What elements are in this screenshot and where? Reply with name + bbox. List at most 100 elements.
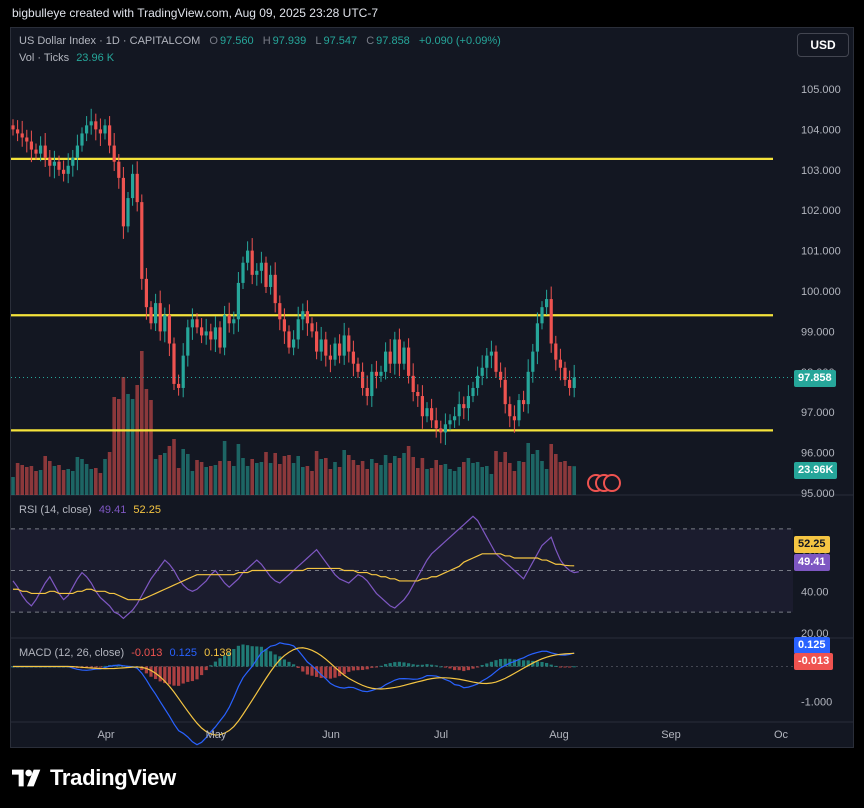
- macd-histogram-bar: [370, 666, 374, 668]
- candle-body: [370, 371, 374, 397]
- volume-bar: [379, 465, 383, 495]
- macd-histogram-bar: [342, 666, 346, 675]
- macd-histogram-bar: [494, 660, 498, 667]
- candle-body: [29, 141, 33, 150]
- symbol-title[interactable]: US Dollar Index · 1D · CAPITALCOM: [19, 35, 201, 47]
- candle-body: [278, 303, 282, 320]
- currency-button[interactable]: USD: [797, 33, 849, 57]
- macd-histogram-bar: [535, 661, 539, 667]
- candle-body: [204, 331, 208, 336]
- candle-body: [466, 396, 470, 409]
- macd-histogram-bar: [466, 666, 470, 671]
- candle-body: [384, 351, 388, 372]
- macd-histogram-bar: [407, 663, 411, 667]
- volume-label[interactable]: Vol · Ticks: [19, 52, 70, 64]
- rsi-line: [12, 515, 579, 620]
- volume-bar: [457, 467, 461, 495]
- candle-body: [503, 379, 507, 405]
- candle-body: [356, 363, 360, 372]
- tradingview-brand[interactable]: TradingView: [12, 765, 176, 791]
- macd-histogram-bar: [301, 666, 305, 672]
- macd-histogram-bar: [568, 666, 572, 668]
- candle-body: [177, 383, 181, 388]
- candle-body: [485, 355, 489, 368]
- chart-frame[interactable]: 105.000 104.000 103.000 102.000 101.000 100.0…: [10, 27, 854, 748]
- volume-bar: [245, 466, 250, 495]
- macd-line: [13, 642, 575, 746]
- candle-body: [98, 129, 102, 134]
- price-axis-tick: 105.000: [801, 84, 841, 96]
- candle-body: [140, 202, 144, 279]
- macd-histogram-bar: [144, 666, 148, 674]
- volume-bar: [402, 453, 406, 495]
- chart-canvas[interactable]: 105.000 104.000 103.000 102.000 101.000 100.0…: [11, 28, 854, 748]
- volume-bar: [494, 451, 498, 495]
- macd-histogram-bar: [554, 665, 558, 667]
- candle-body: [351, 351, 355, 364]
- volume-bar: [52, 466, 57, 495]
- macd-histogram-bar: [273, 654, 277, 667]
- candle-body: [181, 355, 185, 388]
- candle-body: [310, 323, 314, 332]
- candle-body: [462, 404, 466, 409]
- macd-histogram-bar: [158, 666, 162, 682]
- candle-body: [453, 416, 457, 421]
- candle-body: [255, 270, 259, 275]
- macd-hist-tag: -0.013: [794, 653, 834, 670]
- candle-body: [57, 161, 61, 170]
- macd-histogram-bar: [236, 645, 240, 667]
- macd-histogram-bar: [167, 666, 171, 685]
- close-label: C: [366, 35, 375, 47]
- candle-body: [223, 315, 227, 348]
- candle-body: [526, 371, 530, 405]
- macd-histogram-bar: [315, 666, 319, 677]
- volume-bar: [452, 471, 457, 495]
- volume-bar: [282, 456, 287, 495]
- volume-bar: [296, 456, 300, 495]
- x-axis-tick: Apr: [97, 729, 114, 741]
- volume-bar: [273, 453, 277, 495]
- volume-bar: [186, 454, 190, 495]
- volume-bar: [80, 459, 84, 495]
- volume-bar: [498, 462, 503, 495]
- volume-bar: [374, 463, 379, 495]
- macd-histogram-bar: [333, 666, 337, 678]
- candle-body: [361, 371, 365, 388]
- volume-bar: [204, 467, 208, 495]
- macd-histogram-bar: [264, 649, 268, 667]
- rsi-label[interactable]: RSI (14, close): [19, 504, 92, 516]
- candle-body: [246, 250, 250, 263]
- volume-bar: [439, 465, 443, 495]
- volume-bar: [314, 451, 319, 495]
- rsi-tag: 49.41: [794, 554, 830, 571]
- volume-bar: [420, 458, 425, 495]
- volume-bar: [250, 459, 254, 495]
- candle-body: [545, 299, 549, 308]
- macd-label[interactable]: MACD (12, 26, close): [19, 647, 125, 659]
- macd-histogram-bar: [296, 666, 300, 668]
- event-flag-icon: [603, 474, 621, 492]
- candle-body: [476, 375, 480, 388]
- volume-bar: [163, 453, 167, 495]
- volume-bar: [567, 466, 572, 495]
- volume-bar: [370, 459, 374, 495]
- volume-bar: [466, 458, 471, 495]
- macd-histogram-bar: [89, 666, 93, 668]
- change-value: +0.090 (+0.09%): [418, 35, 501, 47]
- macd-histogram-bar: [425, 664, 429, 667]
- rsi-axis-tick: 40.00: [801, 586, 829, 598]
- rsi-ma-line: [13, 553, 575, 601]
- volume-bar: [241, 458, 245, 495]
- candle-body: [236, 282, 240, 320]
- candle-body: [572, 377, 576, 388]
- candle-body: [264, 262, 268, 287]
- volume-bar: [388, 463, 392, 495]
- volume-bar: [434, 460, 438, 495]
- candle-body: [172, 343, 176, 384]
- rsi-ma-value: 52.25: [133, 504, 161, 516]
- volume-bar: [209, 466, 213, 495]
- macd-tag: 0.125: [794, 637, 830, 654]
- volume-header: Vol · Ticks 23.96 K: [19, 52, 114, 64]
- macd-histogram-bar: [278, 656, 282, 667]
- candle-body: [494, 351, 498, 372]
